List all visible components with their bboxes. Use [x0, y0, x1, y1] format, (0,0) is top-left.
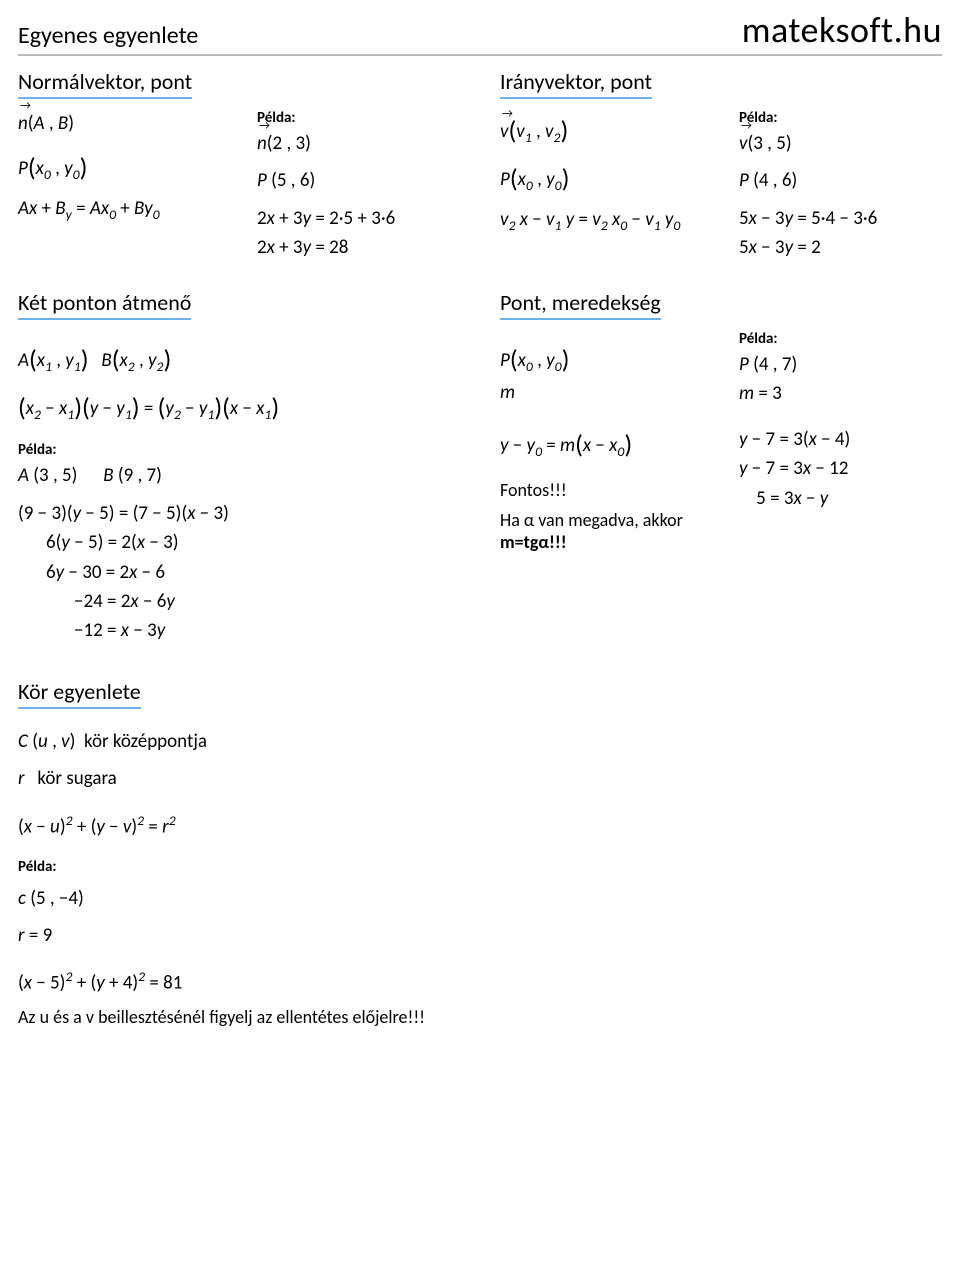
section-title: Pont, meredekség [500, 289, 661, 320]
example-label: Példa: [18, 441, 460, 459]
row-normal-irany: Normálvektor, pont n(A , B) P(x0 , y0) A… [18, 64, 942, 263]
section-title: Két ponton átmenő [18, 289, 191, 320]
section-normalvektor: Normálvektor, pont n(A , B) P(x0 , y0) A… [18, 64, 460, 263]
meredek-example: Példa: P (4 , 7) m = 3 y − 7 = 3(x − 4) … [739, 330, 942, 553]
irany-example: Példa: v(3 , 5) P (4 , 6) 5x − 3y = 5·4 … [739, 109, 942, 263]
section-ketponton: Két ponton átmenő A(x1 , y1) B(x2 , y2) … [18, 285, 460, 646]
normal-example: Példa: n(2 , 3) P (5 , 6) 2x + 3y = 2·5 … [257, 109, 460, 263]
page-title: Egyenes egyenlete [18, 21, 198, 54]
section-iranyvektor: Irányvektor, pont v(v1 , v2) P(x0 , y0) … [500, 64, 942, 263]
section-meredekseg: Pont, meredekség P(x0 , y0) m y − y0 = m… [500, 285, 942, 646]
alpha-note: Ha α van megadva, akkorm=tgα!!! [500, 509, 703, 553]
sign-note: Az u és a v beillesztésénél figyelj az e… [18, 1006, 438, 1028]
example-label: Példa: [257, 109, 460, 127]
important-note: Fontos!!! [500, 479, 703, 501]
section-kor: Kör egyenlete C (u , v) kör középpontja … [18, 674, 942, 1028]
normal-formulas: n(A , B) P(x0 , y0) Ax + By = Ax0 + By0 [18, 109, 221, 263]
section-title: Kör egyenlete [18, 678, 141, 709]
meredek-formulas: P(x0 , y0) m y − y0 = m(x − x0) Fontos!!… [500, 330, 703, 553]
irany-formulas: v(v1 , v2) P(x0 , y0) v2 x − v1 y = v2 x… [500, 109, 703, 263]
brand-logo: mateksoft.hu [742, 8, 942, 54]
example-label: Példa: [739, 330, 942, 348]
header-bar: Egyenes egyenlete mateksoft.hu [18, 8, 942, 56]
example-label: Példa: [18, 858, 942, 876]
row-ketpont-meredek: Két ponton átmenő A(x1 , y1) B(x2 , y2) … [18, 285, 942, 646]
section-title: Normálvektor, pont [18, 68, 192, 99]
section-title: Irányvektor, pont [500, 68, 652, 99]
example-label: Példa: [739, 109, 942, 127]
